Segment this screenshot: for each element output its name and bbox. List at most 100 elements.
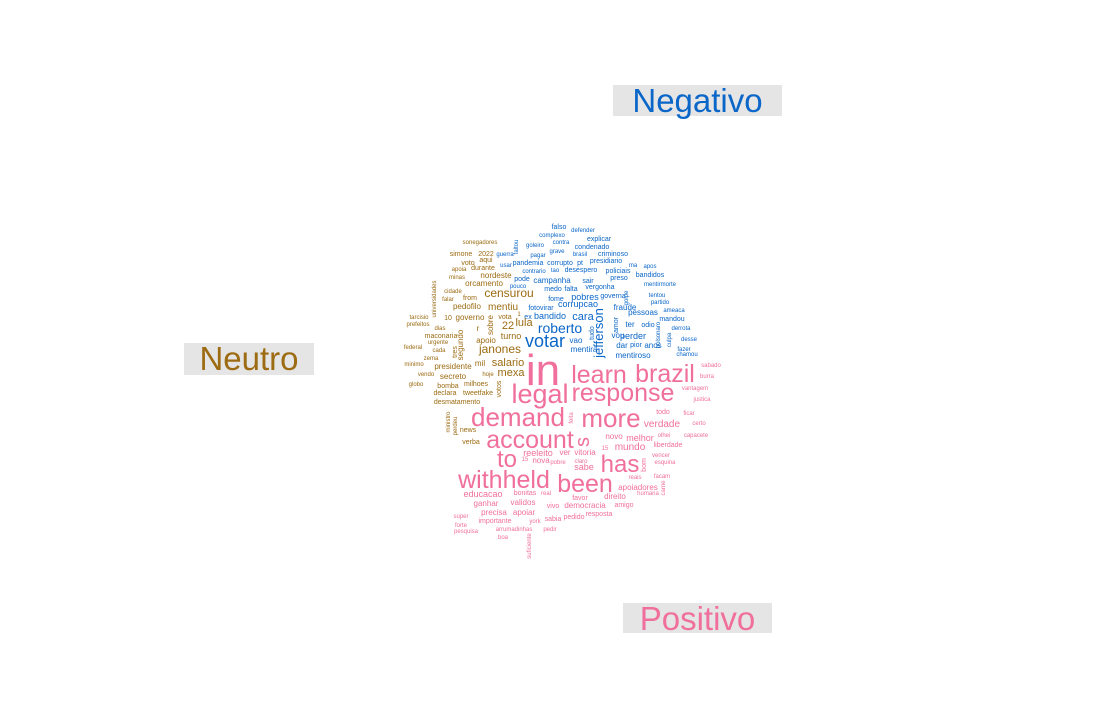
word-negativo-76: campanha	[533, 276, 571, 285]
legend-label-neutro: Neutro	[184, 342, 314, 375]
word-neutro-156: nordeste	[480, 271, 512, 280]
word-neutro-139: janones	[478, 342, 521, 356]
word-negativo-94: mentira	[571, 345, 598, 354]
word-positivo-56: esquina	[654, 460, 676, 466]
word-positivo-8: s	[572, 437, 594, 447]
word-neutro-169: prefeitos	[406, 322, 429, 328]
word-positivo-54: liberdade	[654, 442, 683, 449]
word-neutro-146: turno	[501, 331, 522, 341]
word-negativo-87: perder	[620, 331, 646, 341]
word-neutro-181: secreto	[440, 372, 467, 381]
word-positivo-45: pedir	[543, 527, 556, 533]
word-neutro-150: 1	[517, 312, 521, 318]
word-neutro-192: news	[460, 427, 477, 434]
word-positivo-20: vitoria	[574, 448, 596, 457]
word-negativo-104: ma	[629, 263, 638, 269]
word-positivo-44: arrumadinhas	[496, 527, 533, 533]
word-positivo-38: super	[453, 514, 468, 520]
word-positivo-29: direito	[604, 492, 626, 501]
word-positivo-67: justica	[692, 397, 711, 403]
word-negativo-137: fazer	[677, 347, 690, 353]
word-positivo-3: learn	[571, 361, 627, 389]
word-negativo-108: criminoso	[598, 251, 628, 258]
word-negativo-69: votar	[525, 331, 565, 351]
word-neutro-189: sobre	[486, 314, 495, 335]
word-neutro-179: mil	[475, 359, 485, 368]
word-positivo-0: in	[526, 346, 560, 395]
word-neutro-170: tarcisio	[409, 315, 429, 321]
word-neutro-173: federal	[404, 345, 422, 351]
word-negativo-117: grave	[549, 249, 565, 255]
word-neutro-167: universidades	[432, 280, 438, 317]
word-negativo-96: mandou	[659, 316, 684, 323]
word-negativo-131: golpe	[624, 290, 630, 305]
word-positivo-6: more	[581, 403, 640, 433]
word-positivo-2: response	[572, 379, 675, 407]
word-neutro-159: 2022	[478, 251, 494, 258]
word-negativo-135: culpa	[667, 332, 673, 347]
word-positivo-33: democracia	[564, 501, 606, 510]
word-negativo-116: goleiro	[526, 243, 545, 249]
word-positivo-36: apoiar	[513, 508, 536, 517]
word-neutro-191: tres	[452, 346, 459, 358]
word-positivo-40: sabia	[545, 516, 562, 523]
word-positivo-64: sabado	[701, 363, 721, 369]
word-positivo-11: withheld	[457, 466, 550, 494]
word-positivo-53: capacete	[684, 433, 709, 439]
word-positivo-39: importante	[478, 518, 511, 525]
word-negativo-118: guerra	[496, 252, 514, 258]
word-negativo-114: complexo	[539, 233, 565, 239]
word-negativo-88: vou	[612, 331, 625, 340]
word-negativo-97: derrota	[671, 326, 691, 332]
word-neutro-175: zema	[424, 356, 439, 362]
legend-label-text: Positivo	[639, 600, 756, 637]
word-negativo-136: desse	[681, 337, 698, 343]
word-negativo-111: explicar	[587, 236, 612, 243]
word-positivo-43: forte	[455, 523, 468, 529]
word-positivo-49: todo	[656, 409, 670, 416]
legend-label-text: Negativo	[632, 82, 763, 119]
word-negativo-115: contra	[553, 240, 570, 246]
word-positivo-59: humana	[637, 491, 659, 497]
word-negativo-74: corrupcao	[558, 299, 598, 309]
word-negativo-101: mentirmorte	[644, 282, 677, 288]
word-positivo-66: vantagem	[682, 386, 708, 392]
word-negativo-132: tudo	[589, 326, 596, 340]
word-neutro-142: salario	[492, 357, 524, 369]
word-positivo-15: mundo	[615, 442, 646, 453]
word-positivo-55: vencer	[652, 453, 670, 459]
word-positivo-57: facam	[654, 474, 670, 480]
word-positivo-32: vivo	[547, 503, 560, 510]
word-negativo-70: roberto	[538, 320, 583, 336]
word-positivo-27: favor	[572, 495, 588, 502]
word-positivo-22: claro	[574, 459, 588, 465]
word-positivo-7: account	[486, 426, 574, 454]
word-neutro-151: governo	[456, 313, 485, 322]
word-neutro-154: from	[463, 295, 477, 302]
word-neutro-148: r	[477, 324, 480, 333]
word-positivo-13: verdade	[644, 419, 681, 430]
word-negativo-84: pessoas	[628, 308, 658, 317]
word-neutro-190: segundo	[456, 329, 465, 360]
word-positivo-28: apoiadores	[618, 483, 658, 492]
legend-label-negativo: Negativo	[613, 82, 782, 119]
word-positivo-60: carne	[661, 480, 667, 496]
word-neutro-183: bomba	[437, 383, 459, 390]
word-neutro-165: cidade	[444, 289, 462, 295]
word-positivo-61: bom	[641, 458, 648, 472]
word-positivo-31: validos	[511, 498, 536, 507]
word-negativo-106: preso	[610, 275, 628, 282]
word-negativo-99: partido	[651, 300, 670, 306]
word-positivo-16: novo	[605, 432, 623, 441]
word-positivo-4: brazil	[635, 360, 695, 388]
word-positivo-14: melhor	[626, 433, 654, 443]
word-neutro-176: minimo	[404, 362, 424, 368]
word-negativo-83: governa	[600, 293, 625, 300]
word-positivo-48: suficiente	[527, 533, 533, 559]
word-neutro-178: presidente	[434, 362, 472, 371]
word-negativo-119: pagar	[530, 253, 545, 259]
word-negativo-89: dar	[616, 341, 628, 350]
word-neutro-187: desmatamento	[434, 399, 480, 406]
word-neutro-166: falar	[442, 297, 454, 303]
word-positivo-46: pesquisa	[454, 529, 479, 535]
